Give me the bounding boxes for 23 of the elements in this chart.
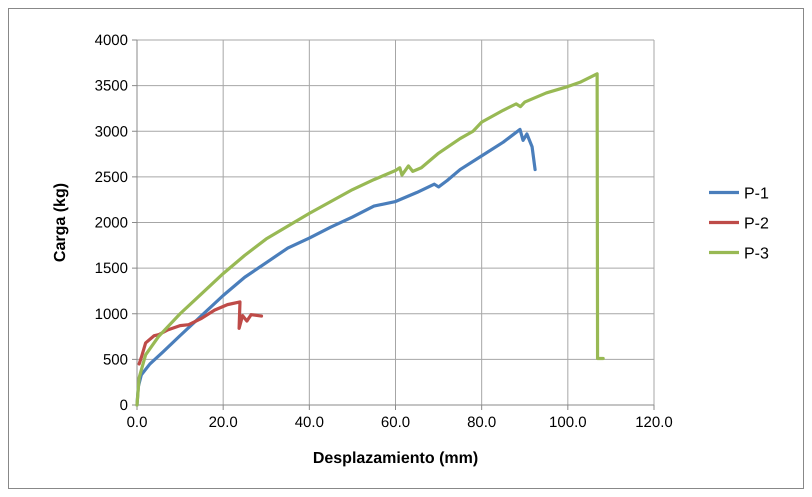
y-tick-label: 2000 xyxy=(94,214,128,232)
x-tick-label: 120.0 xyxy=(635,414,673,431)
y-tick-label: 3500 xyxy=(94,78,128,95)
y-tick-label: 0 xyxy=(120,397,128,414)
x-tick-label: 60.0 xyxy=(380,414,410,431)
legend-label: P-2 xyxy=(744,216,769,232)
x-tick-label: 0.0 xyxy=(126,414,148,431)
y-tick-label: 2500 xyxy=(94,168,128,186)
x-tick-label: 100.0 xyxy=(549,414,587,431)
line-series xyxy=(135,72,605,407)
legend-label: P-3 xyxy=(744,246,769,262)
y-axis-title: Carga (kg) xyxy=(52,182,69,262)
x-tick-label: 80.0 xyxy=(467,414,496,431)
x-tick-label: 40.0 xyxy=(294,414,324,431)
line-series xyxy=(138,300,264,366)
y-tick-label: 3000 xyxy=(94,123,128,140)
y-tick-label: 1500 xyxy=(94,260,128,278)
y-tick-label: 1000 xyxy=(94,306,128,323)
y-tick-label: 4000 xyxy=(94,32,128,49)
x-axis-title: Desplazamiento (mm) xyxy=(312,450,478,467)
x-tick-label: 20.0 xyxy=(208,414,238,431)
y-tick-label: 500 xyxy=(102,351,128,368)
legend-label: P-1 xyxy=(744,186,769,202)
